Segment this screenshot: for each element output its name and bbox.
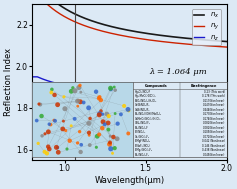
$n_y$ (31, 3, 34, 5)
Line: $n_y$: $n_y$ (32, 4, 227, 47)
$n_x$ (150, 33, 153, 35)
$n_x$ (31, 0, 33, 1)
$n_x$ (195, 38, 198, 40)
$n_z$ (225, 95, 228, 97)
$n_x$ (147, 33, 150, 35)
$n_x$ (207, 39, 210, 41)
Y-axis label: Reflection Index: Reflection Index (4, 48, 13, 116)
$n_y$ (146, 39, 149, 41)
$n_z$ (147, 92, 150, 95)
$n_z$ (31, 76, 34, 78)
$n_x$ (146, 32, 149, 35)
Text: λ = 1.064 μm: λ = 1.064 μm (149, 68, 207, 76)
$n_z$ (146, 92, 149, 95)
$n_x$ (225, 40, 228, 43)
$n_z$ (207, 95, 210, 97)
$n_z$ (31, 76, 33, 78)
Legend: $n_x$, $n_y$, $n_z$: $n_x$, $n_y$, $n_z$ (192, 9, 221, 45)
$n_y$ (207, 45, 210, 47)
$n_x$ (31, 0, 34, 1)
$n_z$ (195, 94, 198, 97)
Line: $n_x$: $n_x$ (32, 0, 227, 42)
X-axis label: Wavelength(μm): Wavelength(μm) (94, 176, 164, 185)
$n_y$ (31, 3, 33, 5)
$n_y$ (225, 46, 228, 48)
$n_y$ (147, 39, 150, 41)
Text: Δn = 0.23: Δn = 0.23 (149, 87, 191, 95)
$n_z$ (150, 93, 153, 95)
Line: $n_z$: $n_z$ (32, 77, 227, 96)
$n_y$ (150, 39, 153, 41)
$n_y$ (195, 44, 198, 46)
